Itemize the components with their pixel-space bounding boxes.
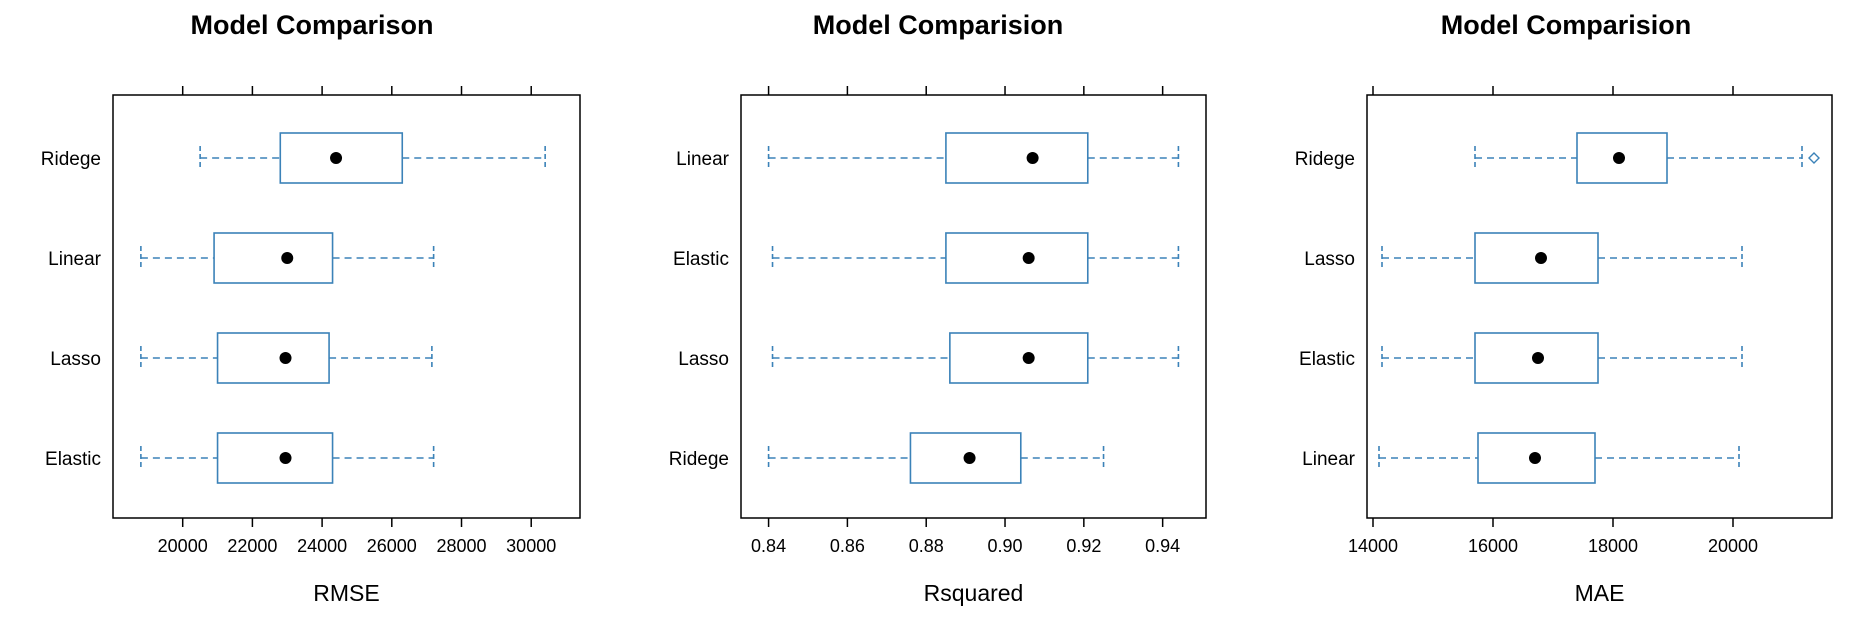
category-label: Linear [1302,449,1355,470]
median-dot [1529,452,1541,464]
category-label: Lasso [50,349,101,370]
box-linear: Linear [1302,432,1740,484]
median-dot [1022,252,1035,264]
iqr-box [945,132,1089,184]
x-tick-label: 22000 [227,536,277,556]
outlier-point [1808,152,1820,164]
box-elastic: Elastic [45,432,435,484]
iqr-box [216,432,334,484]
chart-panel-2: Model Comparision 0.84 0.86 0.88 0.90 0.92 0.9… [669,10,1207,606]
x-tick-label: 30000 [506,536,556,556]
chart-title: Model Comparision [1441,10,1692,40]
chart-panel-3: Model Comparision 14000 16000 18000 20000 MAE… [1295,10,1833,606]
x-axis-label: Rsquared [924,580,1024,606]
x-tick-label: 0.88 [909,536,944,556]
category-label: Elastic [45,449,101,470]
median-dot [963,452,976,464]
box-elastic: Elastic [1299,332,1743,384]
median-dot [1535,252,1547,264]
box-lasso: Lasso [50,332,433,384]
x-tick-label: 24000 [297,536,347,556]
x-tick-label: 18000 [1588,536,1638,556]
median-dot [279,352,292,364]
category-label: Ridege [1295,149,1355,170]
x-tick-label: 20000 [158,536,208,556]
category-label: Linear [676,149,729,170]
median-dot [1532,352,1544,364]
x-tick-label: 26000 [367,536,417,556]
plot-frame [1366,94,1833,519]
category-label: Elastic [1299,349,1355,370]
iqr-box [949,332,1089,384]
median-dot [1022,352,1035,364]
box-elastic: Elastic [673,232,1180,284]
category-label: Lasso [1304,249,1355,270]
iqr-box [945,232,1089,284]
category-label: Ridege [41,149,101,170]
chart-title: Model Comparison [190,10,433,40]
median-dot [1026,152,1039,164]
chart-title: Model Comparision [813,10,1064,40]
x-tick-label: 0.84 [751,536,786,556]
box-ridege: Ridege [41,132,546,184]
iqr-box [216,332,330,384]
x-tick-label: 0.90 [988,536,1023,556]
x-axis-label: RMSE [313,580,379,606]
iqr-box [213,232,334,284]
category-label: Ridege [669,449,729,470]
plot-frame [740,94,1207,519]
box-ridege: Ridege [669,432,1105,484]
box-ridege: Ridege [1295,132,1820,184]
median-dot [1613,152,1625,164]
box-lasso: Lasso [678,332,1180,384]
median-dot [279,452,292,464]
x-tick-label: 0.92 [1066,536,1101,556]
median-dot [330,152,343,164]
category-label: Linear [48,249,101,270]
x-axis-label: MAE [1575,580,1625,606]
box-linear: Linear [48,232,435,284]
x-tick-label: 28000 [436,536,486,556]
x-tick-label: 0.94 [1145,536,1180,556]
x-tick-label: 0.86 [830,536,865,556]
chart-panel-1: Model Comparison 20000 22000 24000 26000 2800… [41,10,581,606]
plot-frame [112,94,581,519]
x-tick-label: 16000 [1468,536,1518,556]
box-linear: Linear [676,132,1180,184]
box-lasso: Lasso [1304,232,1743,284]
median-dot [281,252,294,264]
x-tick-label: 20000 [1708,536,1758,556]
x-tick-label: 14000 [1348,536,1398,556]
category-label: Lasso [678,349,729,370]
category-label: Elastic [673,249,729,270]
